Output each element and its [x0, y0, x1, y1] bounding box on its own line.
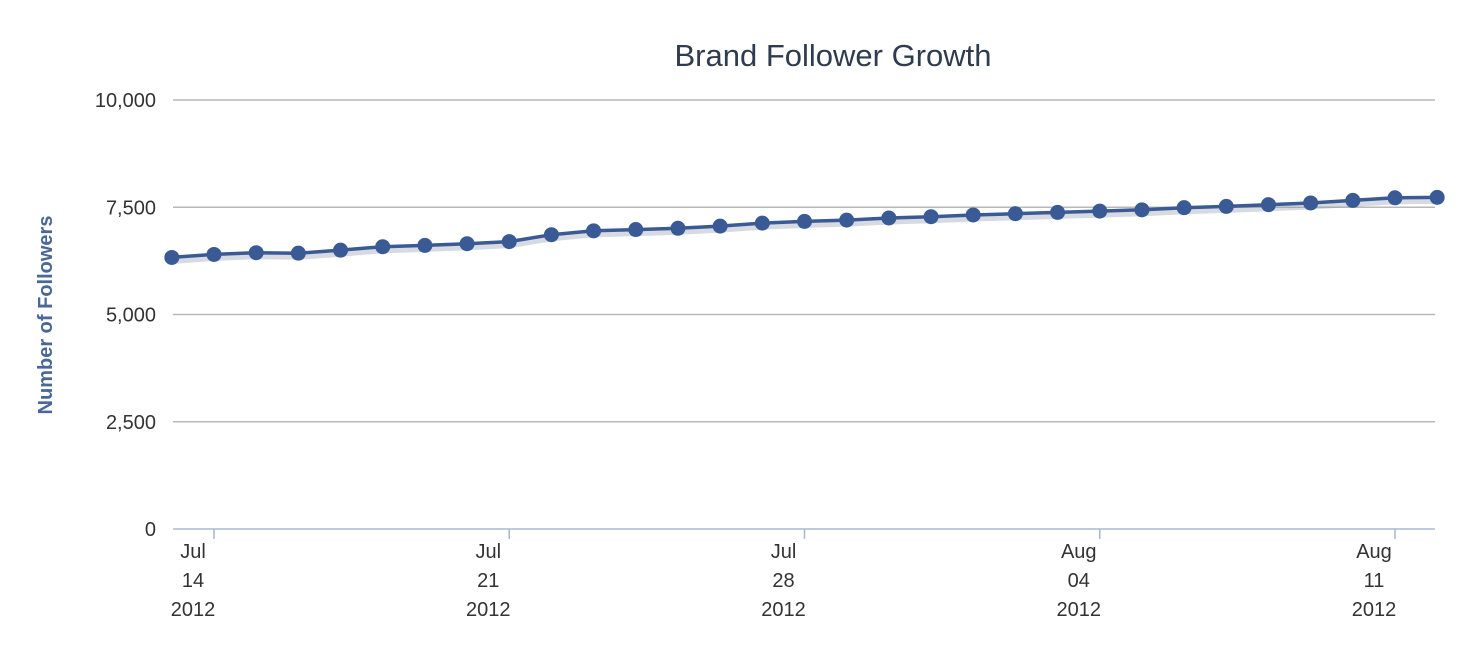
series-line-shadow	[169, 196, 1442, 264]
data-point	[670, 220, 686, 236]
data-point	[333, 242, 349, 258]
x-tick-label-line: Jul	[180, 541, 206, 563]
x-tick-label-line: Jul	[475, 541, 501, 563]
data-point	[501, 234, 517, 250]
data-point	[1260, 197, 1276, 213]
y-tick-label: 2,500	[106, 412, 156, 434]
data-point	[586, 223, 602, 239]
data-point	[1176, 200, 1192, 216]
x-tick-label: Jul 14 2012	[171, 541, 216, 621]
y-axis-ticks: 0 2,500 5,000 7,500 10,000	[95, 90, 156, 541]
x-tick-label: Jul 21 2012	[466, 541, 511, 621]
y-tick-label: 0	[145, 519, 156, 541]
data-point	[712, 218, 728, 234]
data-point	[164, 249, 180, 265]
data-point	[375, 239, 391, 255]
x-axis: Jul 14 2012 Jul 21 2012 Jul 28 2012 Aug 04 2012 Aug 1…	[171, 528, 1435, 621]
x-tick-label-line: Aug	[1356, 541, 1392, 563]
data-point	[248, 245, 264, 261]
data-point	[1429, 189, 1445, 205]
data-point	[881, 210, 897, 226]
data-point	[965, 207, 981, 223]
x-tick-label-line: Aug	[1061, 541, 1097, 563]
data-point	[1387, 190, 1403, 206]
data-point	[923, 209, 939, 225]
chart-title: Brand Follower Growth	[674, 38, 991, 73]
x-tick-label-line: 2012	[1352, 599, 1397, 621]
gridlines	[173, 99, 1435, 423]
x-tick-label-line: 2012	[171, 599, 216, 621]
data-point	[1218, 198, 1234, 214]
x-tick-label-line: 04	[1068, 570, 1090, 592]
data-point	[290, 245, 306, 261]
y-tick-label: 5,000	[106, 305, 156, 327]
x-tick-label: Jul 28 2012	[761, 541, 806, 621]
data-point	[206, 246, 222, 262]
x-tick-label: Aug 11 2012	[1352, 541, 1397, 621]
x-tick-label-line: 28	[772, 570, 794, 592]
data-point	[1092, 203, 1108, 219]
y-axis-title: Number of Followers	[35, 216, 57, 415]
x-tick-label-line: 11	[1364, 570, 1385, 592]
y-tick-label: 7,500	[106, 197, 156, 219]
x-tick-label-line: 2012	[761, 599, 806, 621]
x-tick-label-line: 14	[182, 570, 204, 592]
x-tick-label-line: 21	[477, 570, 499, 592]
data-point	[1050, 204, 1066, 220]
x-tick-label-line: 2012	[466, 599, 511, 621]
data-point	[417, 237, 433, 253]
x-tick-label-line: 2012	[1057, 599, 1102, 621]
data-point	[1134, 202, 1150, 218]
series-group	[164, 189, 1445, 265]
data-point	[1345, 192, 1361, 208]
y-tick-label: 10,000	[95, 90, 156, 112]
data-point	[459, 236, 475, 252]
data-point	[797, 213, 812, 229]
x-tick-label: Aug 04 2012	[1057, 541, 1102, 621]
data-point	[543, 227, 559, 243]
data-point	[1303, 195, 1319, 211]
data-point	[1007, 206, 1023, 222]
data-point	[628, 222, 644, 238]
data-point	[754, 215, 770, 231]
x-tick-label-line: Jul	[771, 541, 797, 563]
data-point	[839, 212, 855, 228]
